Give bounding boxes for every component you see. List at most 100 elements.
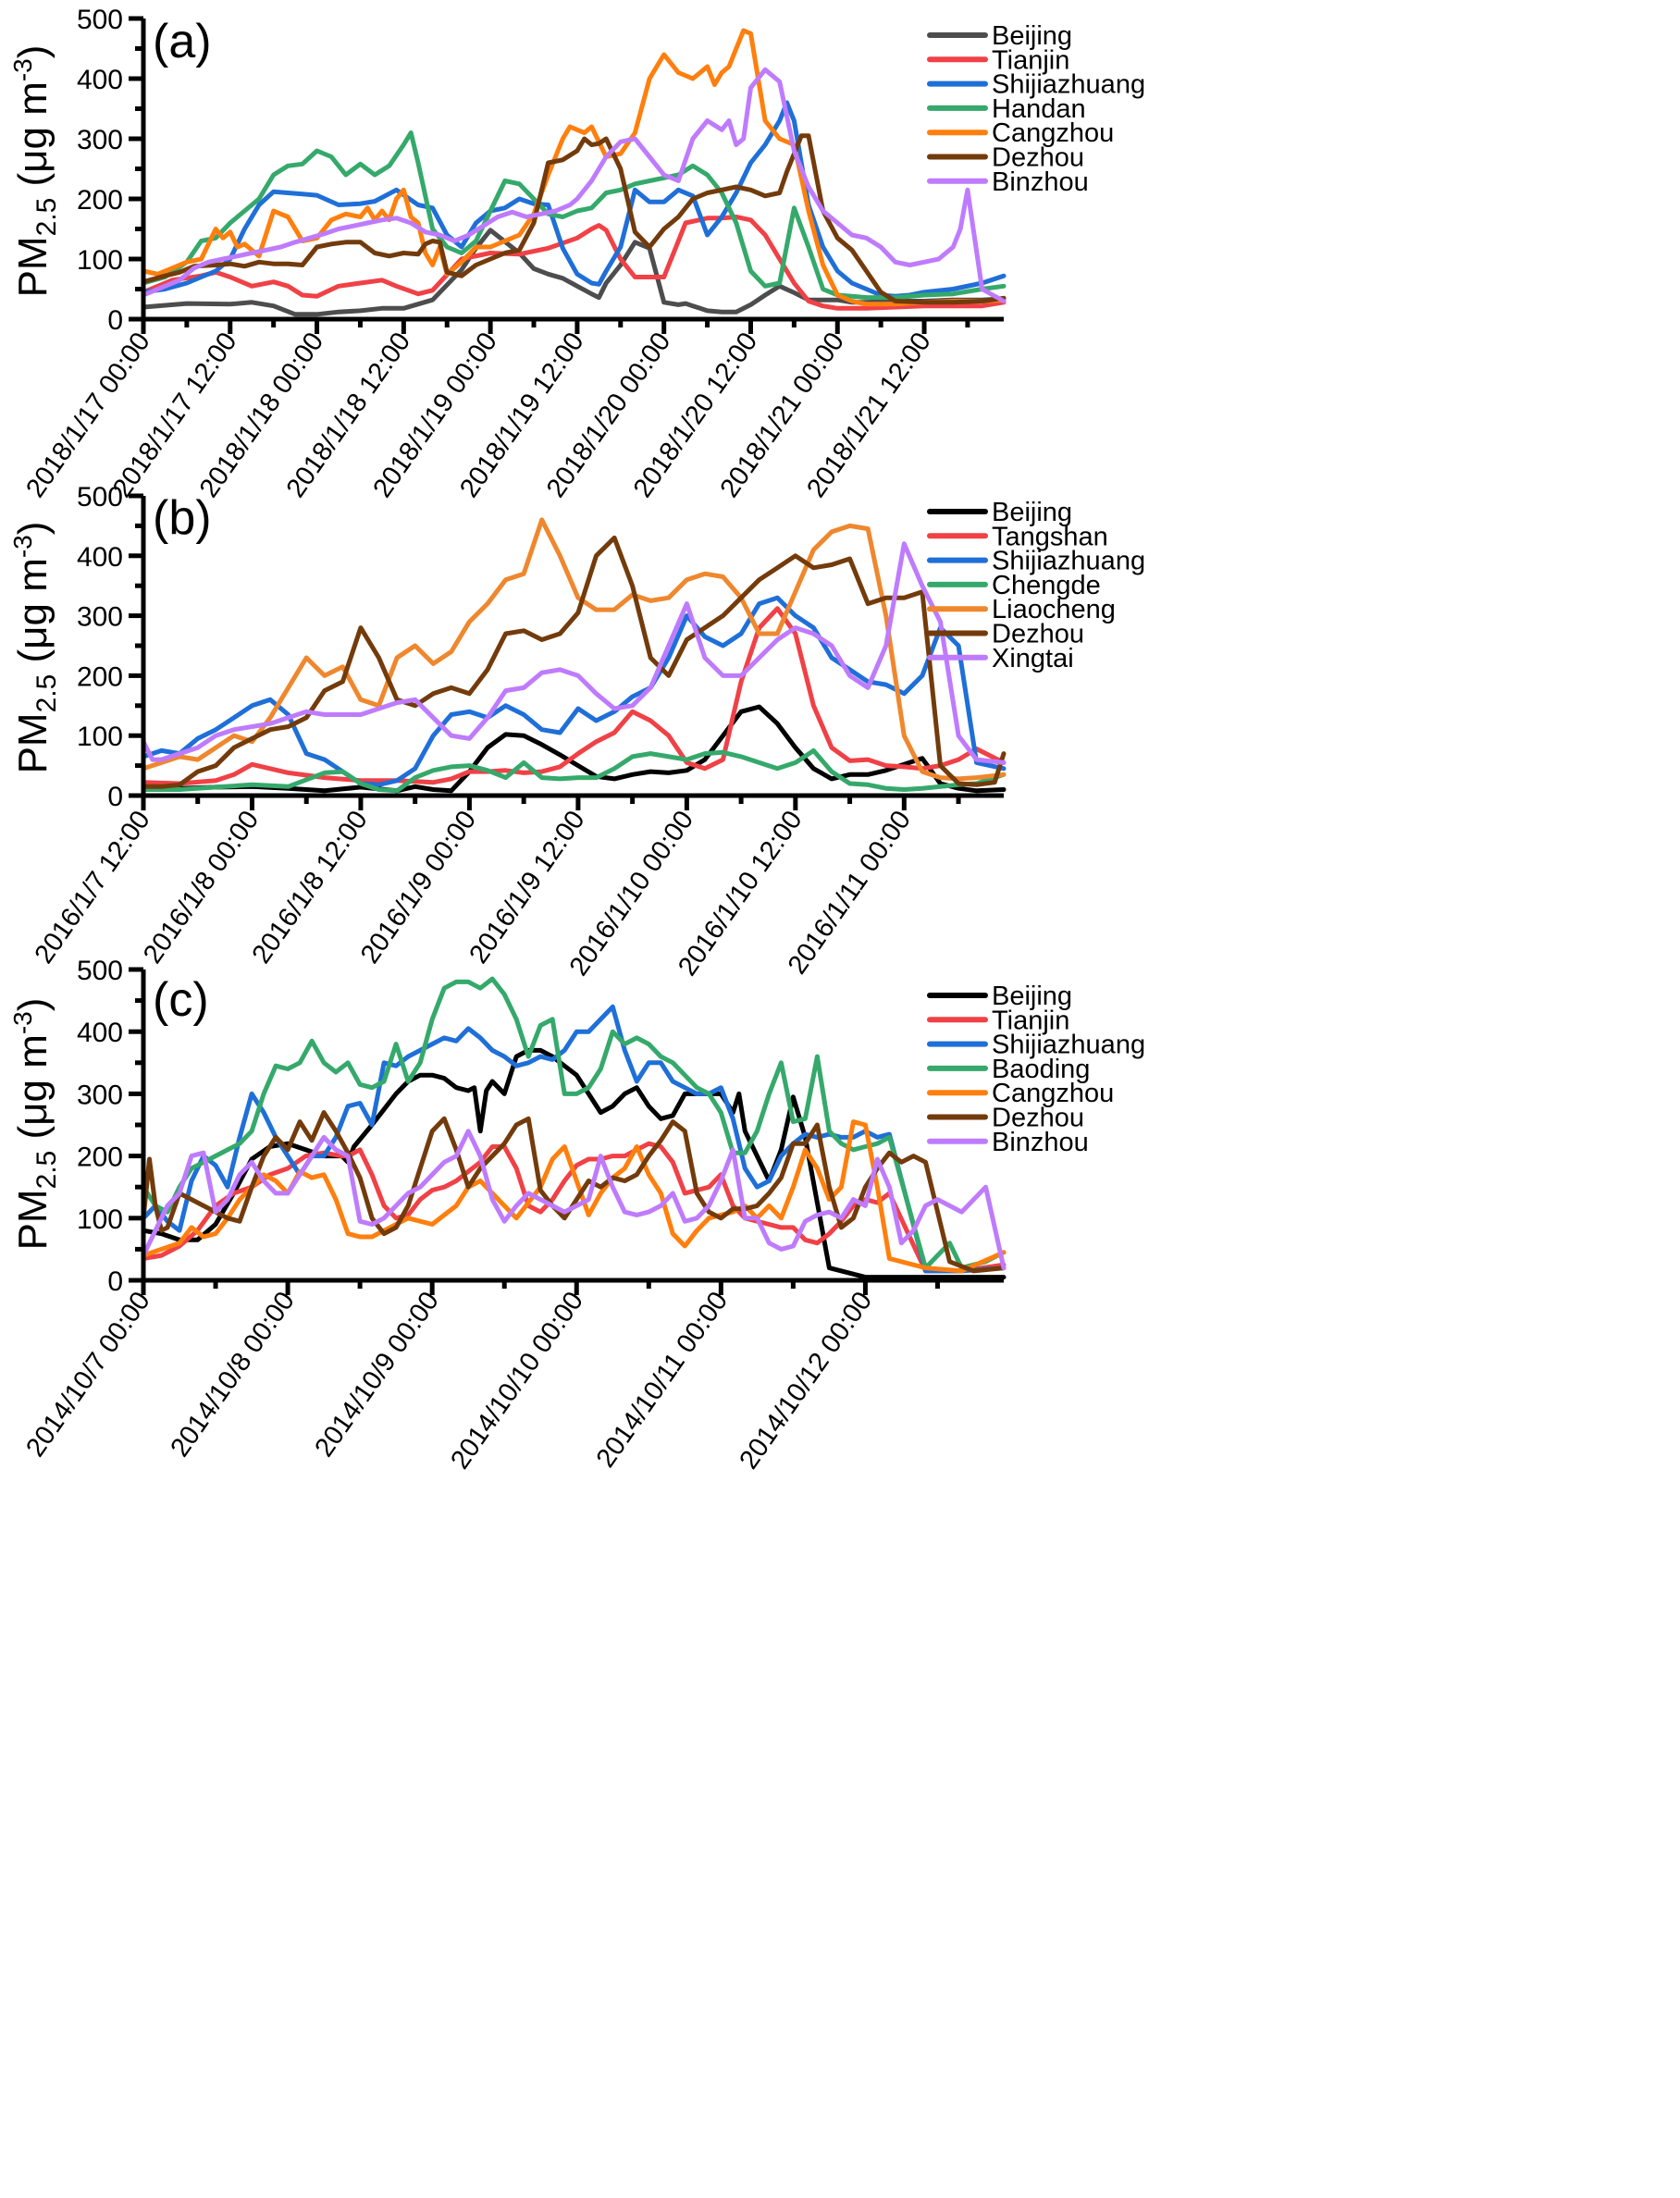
series-line-dezhou <box>141 535 1007 789</box>
series-line-cangzhou <box>141 28 1007 307</box>
series-line-shijiazhuang <box>141 595 1007 787</box>
y-tick-label: 400 <box>77 542 123 573</box>
legend-label: Handan <box>992 94 1086 124</box>
y-tick-label: 300 <box>77 125 123 155</box>
x-tick-label: 2014/10/7 00:00 <box>20 1287 155 1463</box>
series-line-binzhou <box>141 1129 1007 1271</box>
x-tick-label: 2014/10/10 00:00 <box>445 1287 589 1475</box>
series-line-dezhou <box>141 1110 1007 1274</box>
y-axis-title: PM2.5 (μg m-3) <box>8 45 62 298</box>
legend-label: Beijing <box>992 982 1072 1011</box>
legend-item-shijiazhuang: Shijiazhuang <box>927 547 1145 576</box>
legend-item-shijiazhuang: Shijiazhuang <box>927 70 1145 100</box>
y-tick-label: 200 <box>77 661 123 692</box>
legend-item-baoding: Baoding <box>927 1055 1090 1084</box>
series-line-dezhou <box>141 133 1007 305</box>
y-tick-label: 100 <box>77 245 123 276</box>
series-line-beijing <box>141 228 1007 317</box>
panel-label: (a) <box>153 15 212 68</box>
legend-label: Binzhou <box>992 167 1089 197</box>
legend-label: Binzhou <box>992 1128 1089 1157</box>
legend-item-tangshan: Tangshan <box>927 522 1108 551</box>
legend: BeijingTianjinShijiazhuangHandanCangzhou… <box>927 21 1145 197</box>
legend-item-beijing: Beijing <box>927 21 1072 51</box>
legend-label: Cangzhou <box>992 1079 1114 1108</box>
x-tick-label: 2016/1/9 12:00 <box>463 806 590 969</box>
legend-label: Dezhou <box>992 620 1084 649</box>
legend-item-handan: Handan <box>927 94 1086 124</box>
legend-label: Shijiazhuang <box>992 1031 1145 1060</box>
legend-item-beijing: Beijing <box>927 982 1072 1011</box>
legend-label: Cangzhou <box>992 118 1114 148</box>
x-tick-label: 2014/10/8 00:00 <box>165 1287 300 1463</box>
legend-label: Dezhou <box>992 1104 1084 1133</box>
panel-label: (c) <box>153 973 209 1027</box>
legend-item-dezhou: Dezhou <box>927 620 1084 649</box>
y-tick-label: 0 <box>107 1266 123 1297</box>
legend-item-shijiazhuang: Shijiazhuang <box>927 1031 1145 1060</box>
y-tick-label: 400 <box>77 1018 123 1048</box>
legend-label: Chengde <box>992 571 1101 600</box>
y-tick-label: 500 <box>77 5 123 35</box>
legend-item-xingtai: Xingtai <box>927 644 1074 673</box>
series-line-tangshan <box>141 606 1007 786</box>
y-tick-label: 500 <box>77 482 123 512</box>
legend-item-cangzhou: Cangzhou <box>927 1079 1114 1108</box>
y-tick-label: 100 <box>77 1204 123 1235</box>
y-tick-label: 500 <box>77 956 123 986</box>
series-line-tianjin <box>141 215 1007 311</box>
legend-item-cangzhou: Cangzhou <box>927 118 1114 148</box>
legend-item-dezhou: Dezhou <box>927 1104 1084 1133</box>
legend-label: Tianjin <box>992 45 1069 75</box>
y-axis-title: PM2.5 (μg m-3) <box>8 522 62 774</box>
legend-item-liaocheng: Liaocheng <box>927 595 1116 624</box>
series-line-liaocheng <box>141 517 1007 782</box>
legend-item-binzhou: Binzhou <box>927 167 1089 197</box>
x-tick-label: 2014/10/9 00:00 <box>309 1287 444 1463</box>
x-tick-label: 2016/1/8 12:00 <box>246 806 373 969</box>
legend-label: Xingtai <box>992 644 1074 673</box>
series-line-handan <box>141 130 1007 301</box>
series-line-chengde <box>141 747 1007 794</box>
y-tick-label: 0 <box>107 782 123 812</box>
legend-item-dezhou: Dezhou <box>927 143 1084 173</box>
legend: BeijingTangshanShijiazhuangChengdeLiaoch… <box>927 498 1145 673</box>
y-tick-label: 300 <box>77 602 123 633</box>
legend-label: Shijiazhuang <box>992 547 1145 576</box>
legend-item-beijing: Beijing <box>927 498 1072 527</box>
legend-label: Baoding <box>992 1055 1090 1084</box>
x-tick-label: 2016/1/11 00:00 <box>783 806 917 980</box>
legend-label: Beijing <box>992 21 1072 51</box>
series-line-binzhou <box>141 67 1007 303</box>
y-tick-label: 0 <box>107 305 123 336</box>
legend: BeijingTianjinShijiazhuangBaodingCangzho… <box>927 982 1145 1157</box>
y-axis-title: PM2.5 (μg m-3) <box>8 998 62 1251</box>
y-tick-label: 300 <box>77 1080 123 1110</box>
y-tick-label: 100 <box>77 722 123 752</box>
x-tick-label: 2014/10/12 00:00 <box>734 1287 878 1475</box>
x-tick-label: 2016/1/9 00:00 <box>355 806 482 969</box>
legend-label: Dezhou <box>992 143 1084 173</box>
x-tick-label: 2014/10/11 00:00 <box>591 1287 734 1474</box>
y-tick-label: 200 <box>77 185 123 216</box>
legend-item-tianjin: Tianjin <box>927 1006 1069 1035</box>
x-tick-label: 2016/1/8 00:00 <box>138 806 265 969</box>
x-tick-label: 2016/1/7 12:00 <box>30 806 156 969</box>
legend-item-binzhou: Binzhou <box>927 1128 1089 1157</box>
series-line-shijiazhuang <box>141 100 1007 299</box>
panel-label: (b) <box>153 491 212 545</box>
legend-item-tianjin: Tianjin <box>927 45 1069 75</box>
y-tick-label: 400 <box>77 65 123 95</box>
legend-label: Beijing <box>992 498 1072 527</box>
legend-label: Shijiazhuang <box>992 70 1145 100</box>
legend-label: Liaocheng <box>992 595 1116 624</box>
y-tick-label: 200 <box>77 1142 123 1173</box>
series-line-baoding <box>141 976 1007 1271</box>
legend-item-chengde: Chengde <box>927 571 1101 600</box>
legend-label: Tianjin <box>992 1006 1069 1035</box>
panel-c: 0 100 200 300 400 500 2014/10/7 00:00 2014/10/8… <box>8 956 1145 1475</box>
series-line-xingtai <box>141 541 1007 765</box>
